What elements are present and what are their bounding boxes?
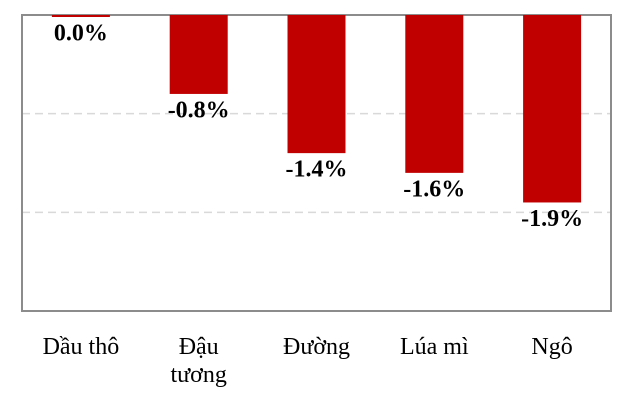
bar	[523, 15, 582, 203]
value-label: 0.0%	[54, 21, 108, 47]
x-tick-label: Ngô	[531, 334, 573, 360]
value-label: -1.4%	[286, 157, 348, 183]
bar	[287, 15, 346, 154]
value-label: -1.6%	[403, 176, 465, 202]
x-tick-label: Dầu thô	[42, 334, 120, 360]
value-label: -1.9%	[521, 206, 583, 232]
x-tick-label: Đường	[282, 334, 351, 360]
x-tick-label: Lúa mì	[399, 334, 469, 360]
bar	[51, 15, 110, 17]
bar	[405, 15, 464, 173]
bar	[169, 15, 228, 94]
value-label: -0.8%	[168, 97, 230, 123]
x-tick-label: Đậu tương	[170, 334, 227, 388]
